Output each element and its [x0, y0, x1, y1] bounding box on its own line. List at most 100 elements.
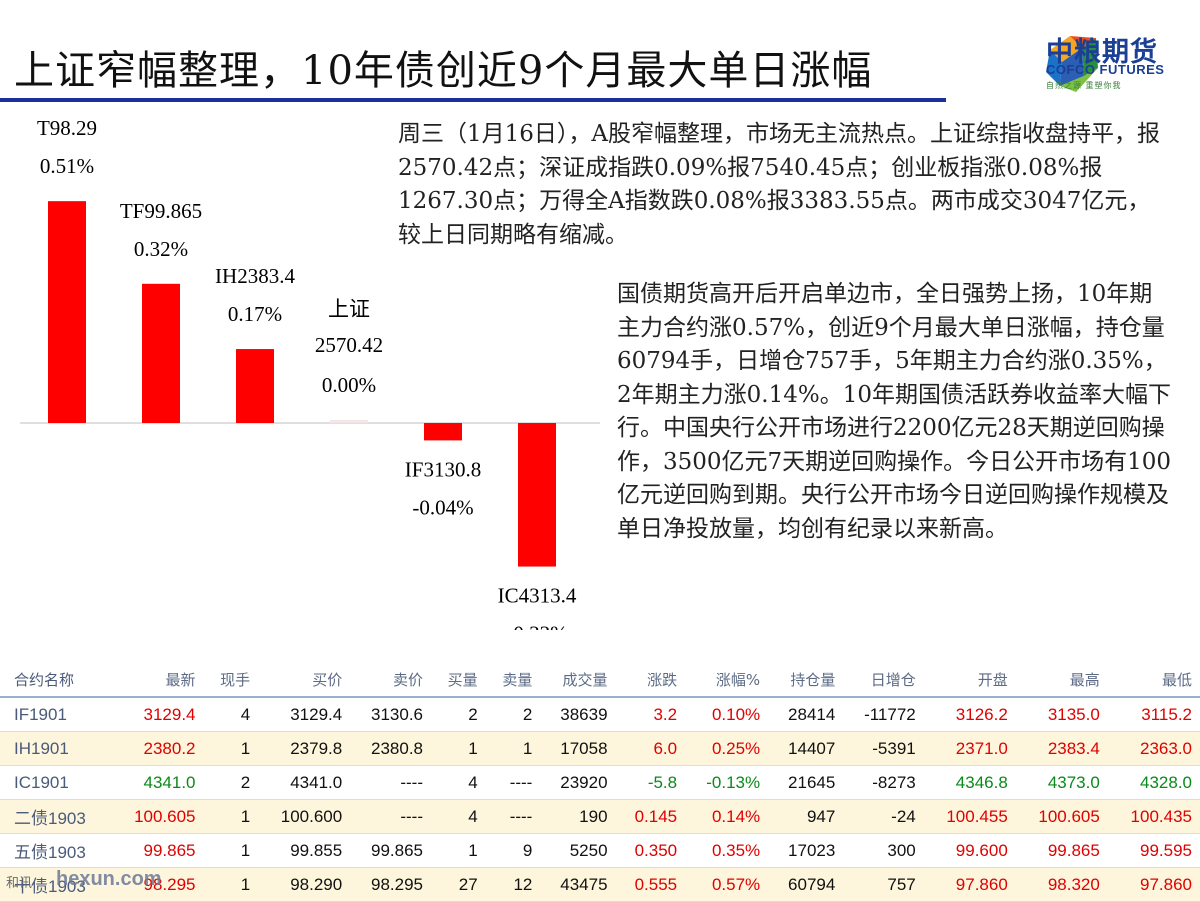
table-cell: 98.290 — [258, 867, 351, 902]
table-cell: 5250 — [540, 833, 616, 868]
table-cell: 100.600 — [258, 799, 351, 834]
table-cell: 300 — [843, 833, 924, 868]
market-summary-text: 周三（1月16日），A股窄幅整理，市场无主流热点。上证综指收盘持平，报2570.… — [398, 121, 1161, 248]
table-cell: 3135.0 — [1015, 697, 1108, 732]
table-cell: 757 — [843, 867, 924, 902]
logo-text-cn: 中粮期货 — [1046, 37, 1158, 68]
table-cell: 17058 — [540, 731, 616, 766]
table-cell: ---- — [350, 799, 432, 834]
column-header: 涨跌 — [615, 662, 686, 698]
bar-2 — [236, 349, 274, 423]
table-cell: 2379.8 — [258, 731, 351, 766]
bar-name-label-3: 2570.42 — [315, 333, 383, 357]
table-cell: 190 — [540, 799, 616, 834]
table-cell: 9 — [485, 833, 541, 868]
table-cell: 2380.2 — [111, 731, 204, 766]
column-header: 日增仓 — [843, 662, 924, 698]
table-cell: 99.595 — [1107, 833, 1200, 868]
table-cell: 1 — [431, 833, 486, 868]
table-cell: 100.435 — [1107, 799, 1200, 834]
column-header: 最高 — [1015, 662, 1108, 698]
table-cell: 2380.8 — [350, 731, 432, 766]
table-cell: 1 — [203, 799, 259, 834]
table-cell: 3129.4 — [258, 697, 351, 732]
table-cell: 1 — [203, 731, 259, 766]
table-cell: 0.35% — [685, 833, 769, 868]
table-cell: -11772 — [843, 697, 924, 732]
contract-name-cell: 十债1903 — [0, 867, 112, 902]
table-cell: 98.320 — [1015, 867, 1108, 902]
table-cell: 4341.0 — [258, 765, 351, 800]
table-cell: -5.8 — [615, 765, 686, 800]
watermark-badge: 和讯 — [6, 876, 33, 891]
quote-table: 合约名称 最新 现手 买价 卖价 买量 卖量 成交量 涨跌 涨幅% 持仓量 日增仓 开盘 最高 最低 IF1… — [0, 662, 1200, 902]
bar-4 — [424, 423, 462, 441]
table-cell: 2 — [431, 697, 486, 732]
table-cell: 99.855 — [258, 833, 351, 868]
column-header: 卖价 — [350, 662, 432, 698]
watermark-site: hexun.com — [56, 868, 162, 890]
cofco-logo-icon — [1046, 36, 1098, 92]
column-header: 现手 — [203, 662, 259, 698]
table-cell: 3129.4 — [111, 697, 204, 732]
table-cell: -0.13% — [685, 765, 769, 800]
table-cell: 4 — [431, 765, 486, 800]
bar-value-label-0: 0.51% — [40, 154, 94, 178]
table-cell: 947 — [768, 799, 844, 834]
table-cell: 43475 — [540, 867, 616, 902]
title-underline — [0, 98, 946, 102]
table-row[interactable]: IC1901 4341.0 2 4341.0 ---- 4 ---- 23920 -5.8 -0.… — [0, 765, 1200, 800]
table-row[interactable]: IH1901 2380.2 1 2379.8 2380.8 1 1 17058 6.0 0.25%… — [0, 731, 1200, 766]
table-cell: 0.57% — [685, 867, 769, 902]
table-cell: 4341.0 — [111, 765, 204, 800]
table-cell: 98.295 — [350, 867, 432, 902]
table-cell: 4 — [203, 697, 259, 732]
table-cell: 0.14% — [685, 799, 769, 834]
table-cell: 100.605 — [1015, 799, 1108, 834]
bar-value-label-5: -0.33% — [506, 622, 567, 630]
table-cell: 6.0 — [615, 731, 686, 766]
bar-1 — [142, 283, 180, 423]
table-cell: 2383.4 — [1015, 731, 1108, 766]
table-cell: 1 — [485, 731, 541, 766]
table-cell: -24 — [843, 799, 924, 834]
table-cell: 2 — [203, 765, 259, 800]
column-header: 最新 — [111, 662, 204, 698]
contract-name-cell: 二债1903 — [0, 799, 112, 834]
table-cell: 1 — [203, 867, 259, 902]
column-header: 开盘 — [923, 662, 1016, 698]
bar-value-label-2: 0.17% — [228, 302, 282, 326]
table-cell: 99.600 — [923, 833, 1016, 868]
table-cell: 12 — [485, 867, 541, 902]
table-cell: 4 — [431, 799, 486, 834]
table-cell: 0.555 — [615, 867, 686, 902]
column-header: 买量 — [431, 662, 486, 698]
table-cell: 3.2 — [615, 697, 686, 732]
table-cell: 0.10% — [685, 697, 769, 732]
table-row[interactable]: 二债1903 100.605 1 100.600 ---- 4 ---- 190 0.145 0.… — [0, 799, 1200, 834]
bar-value-label-3: 0.00% — [322, 373, 376, 397]
contract-name-cell: 五债1903 — [0, 833, 112, 868]
column-header: 最低 — [1107, 662, 1200, 698]
table-cell: 97.860 — [1107, 867, 1200, 902]
table-cell: 60794 — [768, 867, 844, 902]
table-cell: 99.865 — [111, 833, 204, 868]
bond-futures-text: 国债期货高开后开启单边市，全日强势上扬，10年期主力合约涨0.57%，创近9个月… — [617, 281, 1172, 542]
column-header: 成交量 — [540, 662, 616, 698]
table-cell: 97.860 — [923, 867, 1016, 902]
bar-name-label-3: 上证 — [328, 297, 370, 321]
table-cell: 0.145 — [615, 799, 686, 834]
table-cell: ---- — [350, 765, 432, 800]
change-bar-chart: T98.29 0.51% TF99.865 0.32% IH2383.4 0.17% 上证 2… — [20, 116, 600, 630]
table-row[interactable]: 十债1903 98.295 1 98.290 98.295 27 12 43475 0.555 0… — [0, 867, 1200, 902]
table-row[interactable]: 五债1903 99.865 1 99.855 99.865 1 9 5250 0.350 0.35… — [0, 833, 1200, 868]
bar-value-label-4: -0.04% — [412, 495, 473, 519]
bar-name-label-4: IF3130.8 — [405, 457, 481, 481]
bar-name-label-0: T98.29 — [37, 116, 97, 140]
table-row[interactable]: IF1901 3129.4 4 3129.4 3130.6 2 2 38639 3.2 0.10%… — [0, 697, 1200, 732]
column-header: 持仓量 — [768, 662, 844, 698]
table-cell: ---- — [485, 799, 541, 834]
table-cell: 1 — [203, 833, 259, 868]
table-cell: 28414 — [768, 697, 844, 732]
table-cell: 2363.0 — [1107, 731, 1200, 766]
